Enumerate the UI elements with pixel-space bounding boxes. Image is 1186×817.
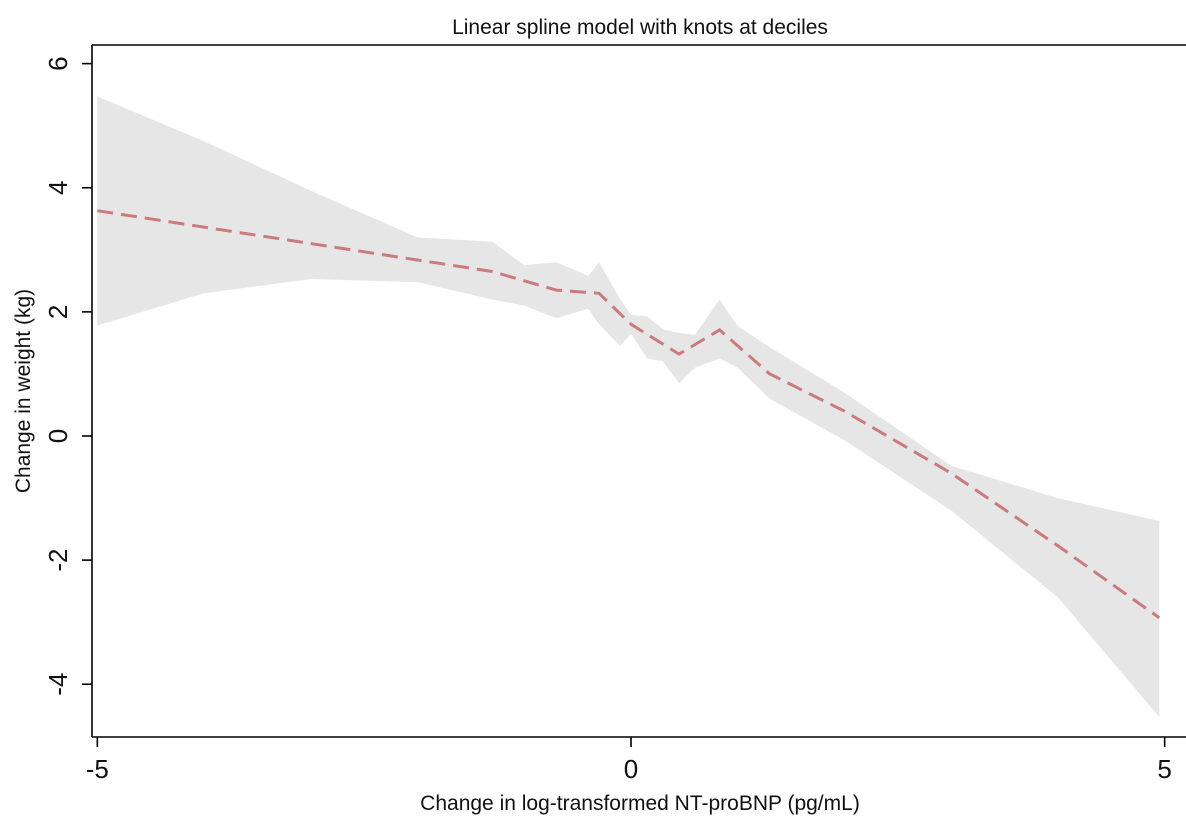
y-tick-label: 4: [43, 181, 73, 195]
confidence-band: [97, 96, 1160, 718]
y-tick-label: 6: [43, 56, 73, 70]
x-tick-label: 0: [624, 754, 638, 784]
series-line-0: [97, 209, 1161, 620]
chart-title: Linear spline model with knots at decile…: [452, 16, 828, 39]
confidence-band-layer: [97, 96, 1160, 718]
y-tick-label: 2: [43, 305, 73, 319]
ticks: -5 0 5 -4 -2 0 2 4 6: [43, 56, 1172, 784]
y-axis-title: Change in weight (kg): [12, 289, 35, 493]
x-tick-label: -5: [86, 754, 109, 784]
y-tick-label: -4: [43, 673, 73, 696]
y-tick-label: -2: [43, 549, 73, 572]
x-tick-label: 5: [1157, 754, 1171, 784]
y-tick-label: 0: [43, 429, 73, 443]
x-axis-title: Change in log-transformed NT-proBNP (pg/…: [420, 792, 860, 815]
series-layer: [97, 209, 1161, 620]
axes: [91, 44, 1186, 738]
